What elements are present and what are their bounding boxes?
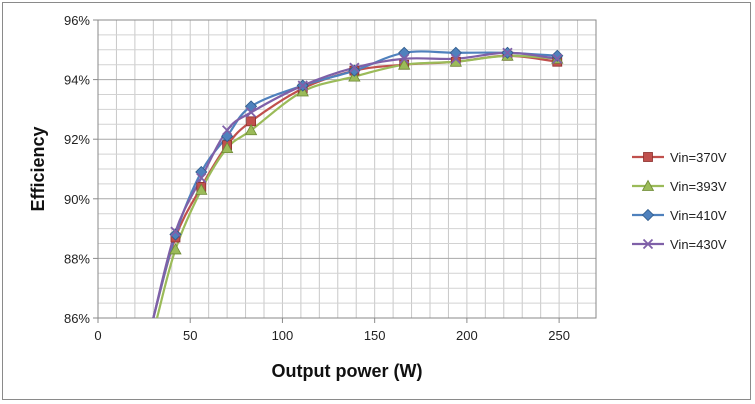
legend-label: Vin=393V	[670, 179, 727, 194]
x-tick-label: 50	[183, 328, 197, 343]
y-tick-label: 94%	[64, 73, 90, 88]
legend-swatch-marker	[643, 152, 653, 162]
markers-group	[169, 46, 564, 255]
y-tick-label: 90%	[64, 192, 90, 207]
data-point	[169, 243, 182, 255]
plot-border	[97, 19, 597, 319]
data-point	[221, 125, 233, 136]
x-tick-label: 0	[94, 328, 101, 343]
y-axis-title: Efficiency	[28, 126, 48, 211]
y-tick-label: 92%	[64, 132, 90, 147]
y-tick-label: 88%	[64, 251, 90, 266]
x-tick-label: 250	[548, 328, 570, 343]
data-point	[196, 172, 207, 184]
data-point	[244, 123, 258, 136]
legend-label: Vin=370V	[670, 150, 727, 165]
legend-label: Vin=410V	[670, 208, 727, 223]
legend-swatch-marker	[641, 208, 655, 222]
legend-label: Vin=430V	[670, 237, 727, 252]
x-axis-ticks: 0 50 100 150 200 250	[94, 318, 570, 343]
legend: Vin=370V Vin=393V Vin=410V Vin=430V	[632, 150, 727, 252]
y-axis-ticks: 86% 88% 90% 92% 94% 96%	[64, 13, 98, 326]
data-point	[169, 228, 182, 241]
data-point	[220, 141, 234, 154]
data-point	[450, 53, 461, 64]
x-tick-label: 100	[272, 328, 294, 343]
data-point	[398, 58, 411, 70]
data-point	[195, 183, 208, 195]
data-point	[552, 53, 563, 64]
legend-swatch-marker	[641, 179, 655, 191]
data-point	[297, 80, 308, 91]
data-point	[170, 226, 181, 237]
data-point	[349, 62, 360, 73]
data-point	[245, 107, 257, 118]
y-tick-label: 96%	[64, 13, 90, 28]
data-point	[348, 64, 361, 77]
grid	[97, 19, 597, 319]
y-tick-label: 86%	[64, 311, 90, 326]
data-point	[502, 47, 513, 58]
data-point	[399, 53, 410, 64]
x-tick-label: 150	[364, 328, 386, 343]
x-axis-title: Output power (W)	[272, 361, 423, 381]
x-tick-label: 200	[456, 328, 478, 343]
legend-swatch-marker	[642, 238, 654, 250]
